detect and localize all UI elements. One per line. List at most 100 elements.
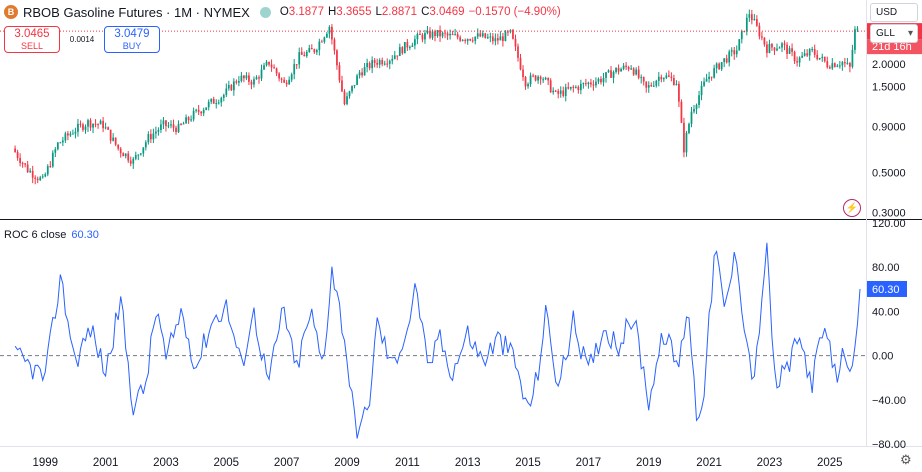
- candle-body: [582, 83, 585, 85]
- time-axis-label: 2009: [334, 457, 360, 469]
- candle-body: [607, 70, 610, 73]
- candle-body: [283, 79, 286, 83]
- candle-body: [615, 67, 617, 72]
- roc-label: ROC 6 close: [4, 229, 67, 241]
- candle-body: [117, 144, 120, 149]
- candle-body: [590, 82, 592, 85]
- candle-body: [841, 62, 844, 66]
- candle-body: [846, 63, 849, 65]
- candle-body: [745, 17, 748, 32]
- sell-button[interactable]: 3.0465 SELL: [4, 26, 60, 53]
- candle-body: [823, 56, 826, 62]
- candle-body: [253, 79, 255, 85]
- candle-body: [56, 142, 59, 150]
- candle-body: [99, 120, 102, 125]
- candle-body: [222, 94, 225, 98]
- currency-button[interactable]: USD: [870, 3, 918, 22]
- candle-body: [132, 158, 135, 164]
- candle-body: [149, 134, 152, 140]
- candle-body: [642, 77, 645, 82]
- candle-body: [547, 77, 550, 81]
- candle-body: [821, 56, 824, 58]
- market-status-icon[interactable]: [259, 6, 271, 18]
- candle-body: [670, 76, 673, 79]
- candle-body: [652, 85, 655, 87]
- time-axis-label: 2013: [455, 457, 481, 469]
- candle-body: [471, 40, 474, 42]
- unit-button[interactable]: GLL ▾: [870, 24, 918, 43]
- candle-body: [554, 90, 557, 92]
- candle-body: [657, 76, 660, 81]
- candle-body: [408, 46, 411, 48]
- candle-body: [398, 47, 401, 57]
- candle-body: [139, 153, 142, 155]
- candle-body: [270, 64, 273, 68]
- candle-body: [127, 153, 130, 161]
- candle-body: [617, 67, 620, 72]
- candle-body: [796, 61, 798, 63]
- gear-icon[interactable]: ⚙: [900, 452, 912, 467]
- candle-body: [255, 77, 258, 80]
- candle-body: [167, 125, 170, 127]
- candle-body: [363, 67, 366, 76]
- candle-body: [519, 57, 522, 70]
- candle-body: [783, 43, 786, 45]
- candle-body: [456, 34, 459, 38]
- candle-body: [401, 47, 404, 54]
- time-axis-label: 2001: [93, 457, 119, 469]
- candle-body: [544, 77, 547, 80]
- ohlc-close: C3.0469: [421, 6, 465, 18]
- candle-body: [217, 102, 220, 104]
- candle-body: [454, 34, 457, 36]
- symbol-title[interactable]: RBOB Gasoline Futures · 1M · NYMEX: [23, 4, 250, 20]
- candle-body: [708, 76, 710, 80]
- candle-body: [421, 34, 424, 40]
- candle-body: [137, 154, 140, 156]
- candle-body: [474, 36, 477, 41]
- candle-body: [205, 107, 208, 110]
- candle-body: [527, 84, 529, 87]
- candle-body: [622, 65, 625, 69]
- candle-body: [828, 67, 831, 69]
- candle-body: [610, 70, 612, 78]
- candle-body: [152, 133, 155, 140]
- candle-body: [305, 51, 308, 57]
- candle-body: [429, 30, 431, 38]
- candle-body: [514, 38, 517, 47]
- candle-body: [185, 117, 187, 124]
- candle-body: [539, 76, 542, 80]
- candle-body: [351, 85, 353, 92]
- roc-axis-label: 40.00: [872, 306, 900, 318]
- candle-body: [265, 61, 268, 66]
- candle-body: [587, 82, 590, 84]
- candle-body: [803, 53, 806, 56]
- candle-body: [489, 36, 492, 38]
- buy-button[interactable]: 3.0479 BUY: [104, 26, 160, 53]
- candle-body: [695, 104, 698, 110]
- candle-body: [104, 127, 107, 129]
- lightning-icon[interactable]: ⚡: [843, 199, 861, 217]
- candle-body: [69, 133, 72, 136]
- candle-body: [627, 67, 630, 70]
- time-axis-label: 2005: [214, 457, 240, 469]
- candle-body: [119, 148, 122, 154]
- roc-axis-label: 0.00: [872, 351, 893, 363]
- candle-body: [552, 90, 555, 93]
- candle-body: [280, 78, 283, 80]
- trade-panel: 3.0465 SELL 0.0014 3.0479 BUY: [4, 26, 160, 53]
- candle-body: [597, 78, 600, 82]
- candle-body: [77, 123, 79, 132]
- candle-body: [29, 170, 32, 173]
- candle-body: [833, 63, 836, 67]
- candle-body: [308, 47, 311, 52]
- roc-value-tag: [867, 280, 907, 297]
- symbol-logo-icon[interactable]: B: [4, 5, 18, 19]
- candle-body: [320, 41, 323, 43]
- candle-body: [396, 55, 399, 57]
- candle-body: [725, 58, 728, 63]
- candle-body: [144, 142, 147, 148]
- roc-legend[interactable]: ROC 6 close 60.30: [4, 229, 99, 241]
- ohlc-change: −0.1570 (−4.90%): [468, 6, 561, 18]
